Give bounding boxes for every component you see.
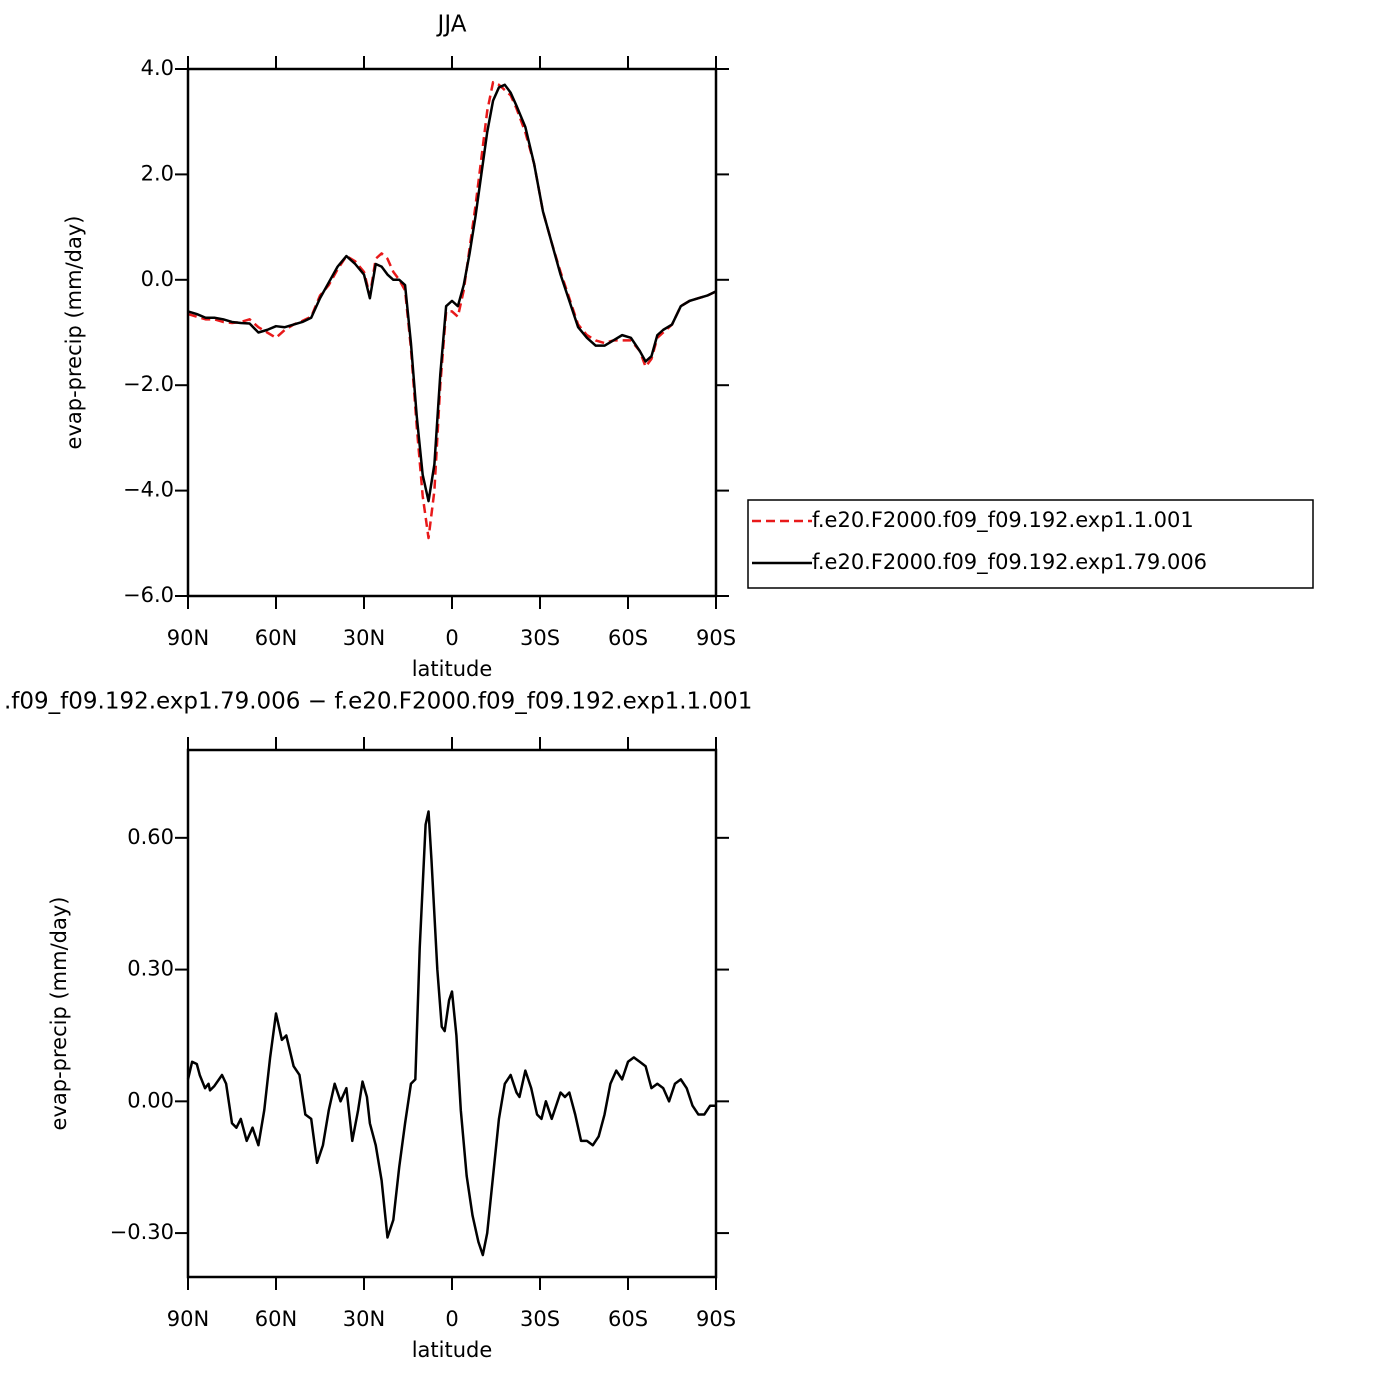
legend-box <box>747 499 1314 589</box>
y-tick-label: 0.0 <box>141 267 174 291</box>
y-tick-label: −2.0 <box>123 372 174 396</box>
y-tick-label: 0.30 <box>127 957 174 981</box>
y-tick-label: 0.00 <box>127 1088 174 1112</box>
panel: .f09_f09.192.exp1.79.006 − f.e20.F2000.f… <box>4 689 752 1363</box>
x-tick-label: 0 <box>445 1307 458 1331</box>
y-tick-label: −6.0 <box>123 583 174 607</box>
legend: f.e20.F2000.f09_f09.192.exp1.1.001 f.e20.… <box>747 499 1314 589</box>
chart-title: JJA <box>436 12 467 38</box>
x-tick-label: 90N <box>167 1307 209 1331</box>
x-tick-label: 30N <box>343 626 385 650</box>
y-tick-label: 2.0 <box>141 161 174 185</box>
x-tick-label: 60S <box>608 1307 648 1331</box>
y-axis-label: evap-precip (mm/day) <box>62 216 86 450</box>
panel: JJA latitude evap-precip (mm/day) 4.0 2.0 0.0… <box>62 12 736 682</box>
plot-frame <box>186 748 718 1279</box>
line-series <box>186 810 716 1257</box>
line-series <box>187 83 717 503</box>
y-axis-label: evap-precip (mm/day) <box>47 897 71 1131</box>
x-tick-label: 0 <box>445 626 458 650</box>
x-axis-label: latitude <box>412 1338 493 1362</box>
x-tick-label: 90S <box>696 626 736 650</box>
chart-title: .f09_f09.192.exp1.79.006 − f.e20.F2000.f… <box>4 689 752 715</box>
y-tick-label: 0.60 <box>127 825 174 849</box>
x-tick-label: 60N <box>255 1307 297 1331</box>
x-tick-label: 30S <box>520 1307 560 1331</box>
y-tick-label: −0.30 <box>110 1220 174 1244</box>
line-series <box>187 80 717 540</box>
x-tick-label: 60N <box>255 626 297 650</box>
y-tick-label: −4.0 <box>123 478 174 502</box>
y-tick-label: 4.0 <box>141 56 174 80</box>
plot-frame <box>186 67 718 598</box>
x-axis-label: latitude <box>412 657 493 681</box>
x-tick-label: 90N <box>167 626 209 650</box>
x-tick-label: 90S <box>696 1307 736 1331</box>
x-tick-label: 30S <box>520 626 560 650</box>
legend-label: f.e20.F2000.f09_f09.192.exp1.1.001 <box>812 508 1194 533</box>
x-tick-label: 30N <box>343 1307 385 1331</box>
x-tick-label: 60S <box>608 626 648 650</box>
legend-label: f.e20.F2000.f09_f09.192.exp1.79.006 <box>812 550 1207 575</box>
